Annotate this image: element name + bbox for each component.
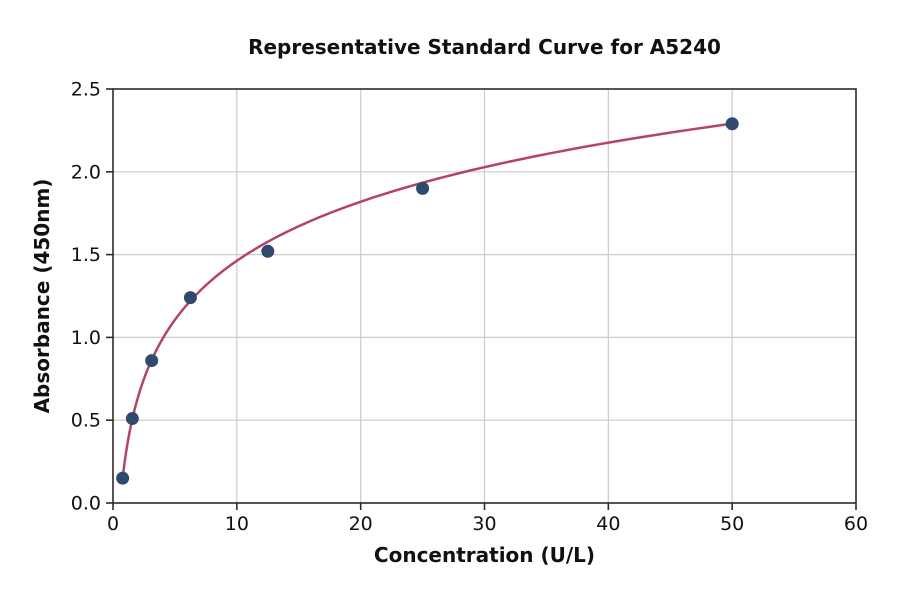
fit-curve <box>121 122 734 480</box>
y-tick-label: 1.5 <box>71 244 101 266</box>
x-tick-label: 30 <box>472 513 496 535</box>
x-tick-label: 20 <box>349 513 373 535</box>
y-tick-label: 2.0 <box>71 161 101 183</box>
data-point <box>261 244 275 258</box>
data-point <box>116 471 130 485</box>
x-tick-label: 60 <box>844 513 868 535</box>
y-tick-label: 2.5 <box>71 79 101 101</box>
chart-title: Representative Standard Curve for A5240 <box>248 35 721 59</box>
y-axis-label: Absorbance (450nm) <box>30 178 54 414</box>
x-tick-label: 40 <box>596 513 620 535</box>
y-tick-label: 0.0 <box>71 493 101 515</box>
x-tick-label: 0 <box>107 513 119 535</box>
x-tick-label: 10 <box>225 513 249 535</box>
data-point <box>125 412 139 426</box>
y-tick-label: 0.5 <box>71 410 101 432</box>
y-tick-label: 1.0 <box>71 327 101 349</box>
x-axis-label: Concentration (U/L) <box>373 543 596 567</box>
data-point <box>416 181 430 195</box>
data-point <box>725 117 739 131</box>
data-point <box>145 354 159 368</box>
x-tick-label: 50 <box>720 513 744 535</box>
data-point <box>183 291 197 305</box>
